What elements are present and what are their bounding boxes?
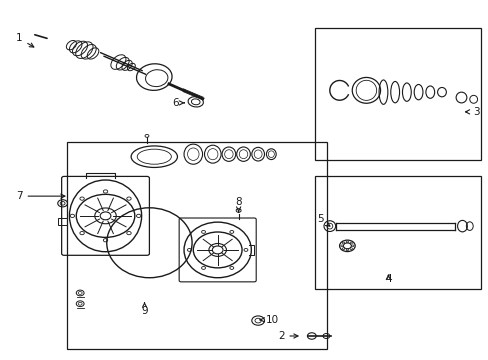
Bar	[66, 142, 327, 348]
Text: 10: 10	[260, 315, 279, 325]
Text: 9: 9	[141, 303, 147, 316]
Text: 1: 1	[16, 33, 34, 47]
Bar	[315, 176, 480, 289]
Bar	[315, 28, 480, 160]
Text: 4: 4	[384, 274, 391, 284]
Text: 7: 7	[16, 191, 65, 201]
Text: 5: 5	[316, 215, 329, 226]
Text: 8: 8	[235, 197, 242, 212]
Text: 3: 3	[465, 107, 478, 117]
Text: 6: 6	[172, 98, 184, 108]
Text: 2: 2	[277, 331, 297, 341]
